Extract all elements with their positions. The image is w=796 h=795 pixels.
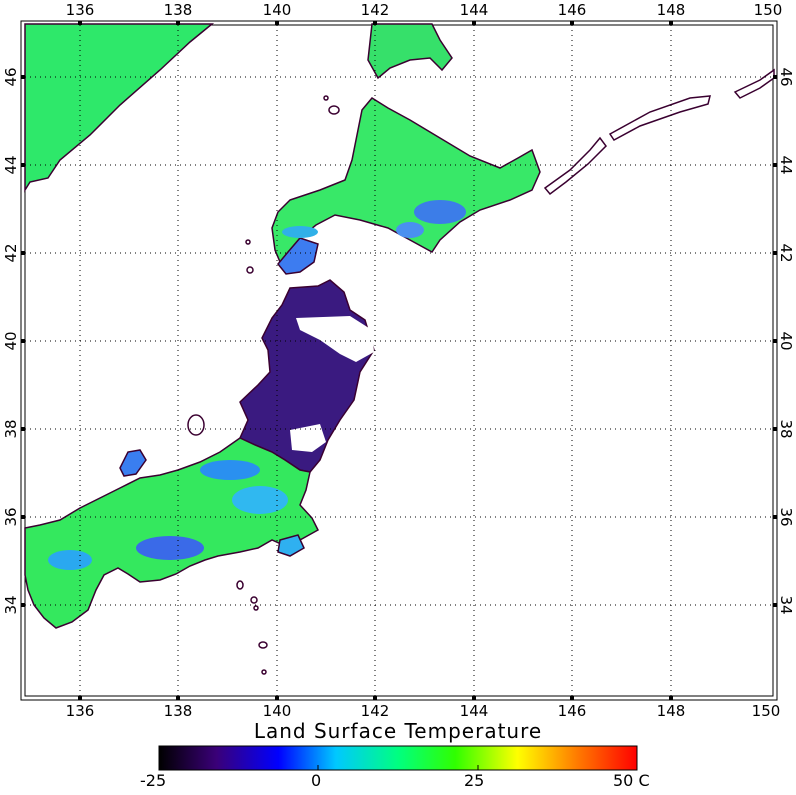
lat-label-left-44: 44 [2,155,20,174]
lon-labels-top: 136 138 140 142 144 146 148 150 [66,1,783,19]
lon-label-bottom-2: 140 [263,702,292,720]
cold-patch-daisetsu [414,200,466,224]
landmass-honshu-central [24,437,319,629]
landmass-oshima [277,237,319,275]
lon-label-bottom-1: 138 [164,702,193,720]
island-hachijo [258,641,268,649]
lon-label-bottom-0: 136 [66,702,95,720]
land-layer [24,23,775,629]
lat-labels-right: 34 36 38 40 42 44 46 [777,67,795,614]
lat-label-left-46: 46 [2,67,20,86]
colorbar [158,745,638,771]
lon-label-top-7: 150 [754,1,783,19]
lat-label-left-36: 36 [2,507,20,526]
island-izu2 [250,596,258,604]
lon-labels-bottom: 136 138 140 142 144 146 148 150 [66,702,781,720]
island-okushiri [245,239,251,245]
lon-label-bottom-3: 142 [361,702,390,720]
cold-patch-alps [136,536,204,560]
lat-label-right-44: 44 [777,155,795,174]
island-aogashima [261,669,267,675]
colorbar-label-25: 25 [464,771,485,790]
island-izu1 [236,580,244,590]
lat-label-left-38: 38 [2,419,20,438]
lat-label-right-38: 38 [777,419,795,438]
cold-patch-kinki [48,550,92,570]
cold-patch-hokkaido-w [282,226,318,238]
colorbar-gradient [158,745,638,771]
lon-label-bottom-5: 146 [558,702,587,720]
lat-label-left-34: 34 [2,595,20,614]
snow-patch-south [290,424,326,452]
island-miyake [253,605,259,611]
lon-label-top-3: 142 [361,1,390,19]
lon-label-top-0: 136 [66,1,95,19]
landmass-sakhalin [367,23,453,80]
cold-patch-hidaka [396,222,424,238]
island-rishiri [323,95,329,101]
lon-label-top-4: 144 [460,1,489,19]
colorbar-title: Land Surface Temperature [253,719,543,743]
island-oki [328,105,340,115]
lon-label-bottom-4: 144 [460,702,489,720]
graticule [25,25,773,696]
snow-patch-north [296,316,374,362]
landmass-noto [119,449,147,477]
temperature-patches [48,200,466,570]
lat-label-left-42: 42 [2,243,20,262]
lon-label-top-2: 140 [263,1,292,19]
colorbar-label-max: 50 C [613,771,650,790]
lat-label-right-40: 40 [777,331,795,350]
colorbar-label-zero: 0 [311,771,322,790]
lon-label-top-5: 146 [558,1,587,19]
cold-patch-chubu [200,460,260,480]
lat-label-right-34: 34 [777,595,795,614]
landmass-primorye [24,23,215,193]
island-oshima [246,266,254,274]
cold-patch-kanto [232,486,288,514]
colorbar-label-min: -25 [140,771,167,790]
lat-label-left-40: 40 [2,331,20,350]
lon-label-top-6: 148 [657,1,686,19]
lon-label-bottom-7: 150 [752,702,781,720]
lon-label-bottom-6: 148 [657,702,686,720]
landmass-boso [277,534,305,557]
map-canvas: 136 138 140 142 144 146 148 150 136 138 … [2,1,795,720]
lat-label-right-36: 36 [777,507,795,526]
islands [187,95,340,675]
lat-label-right-42: 42 [777,243,795,262]
island-sado [187,414,205,436]
lat-labels-left: 34 36 38 40 42 44 46 [2,67,20,614]
lat-label-right-46: 46 [777,67,795,86]
frame-ticks [21,21,777,700]
lon-label-top-1: 138 [164,1,193,19]
